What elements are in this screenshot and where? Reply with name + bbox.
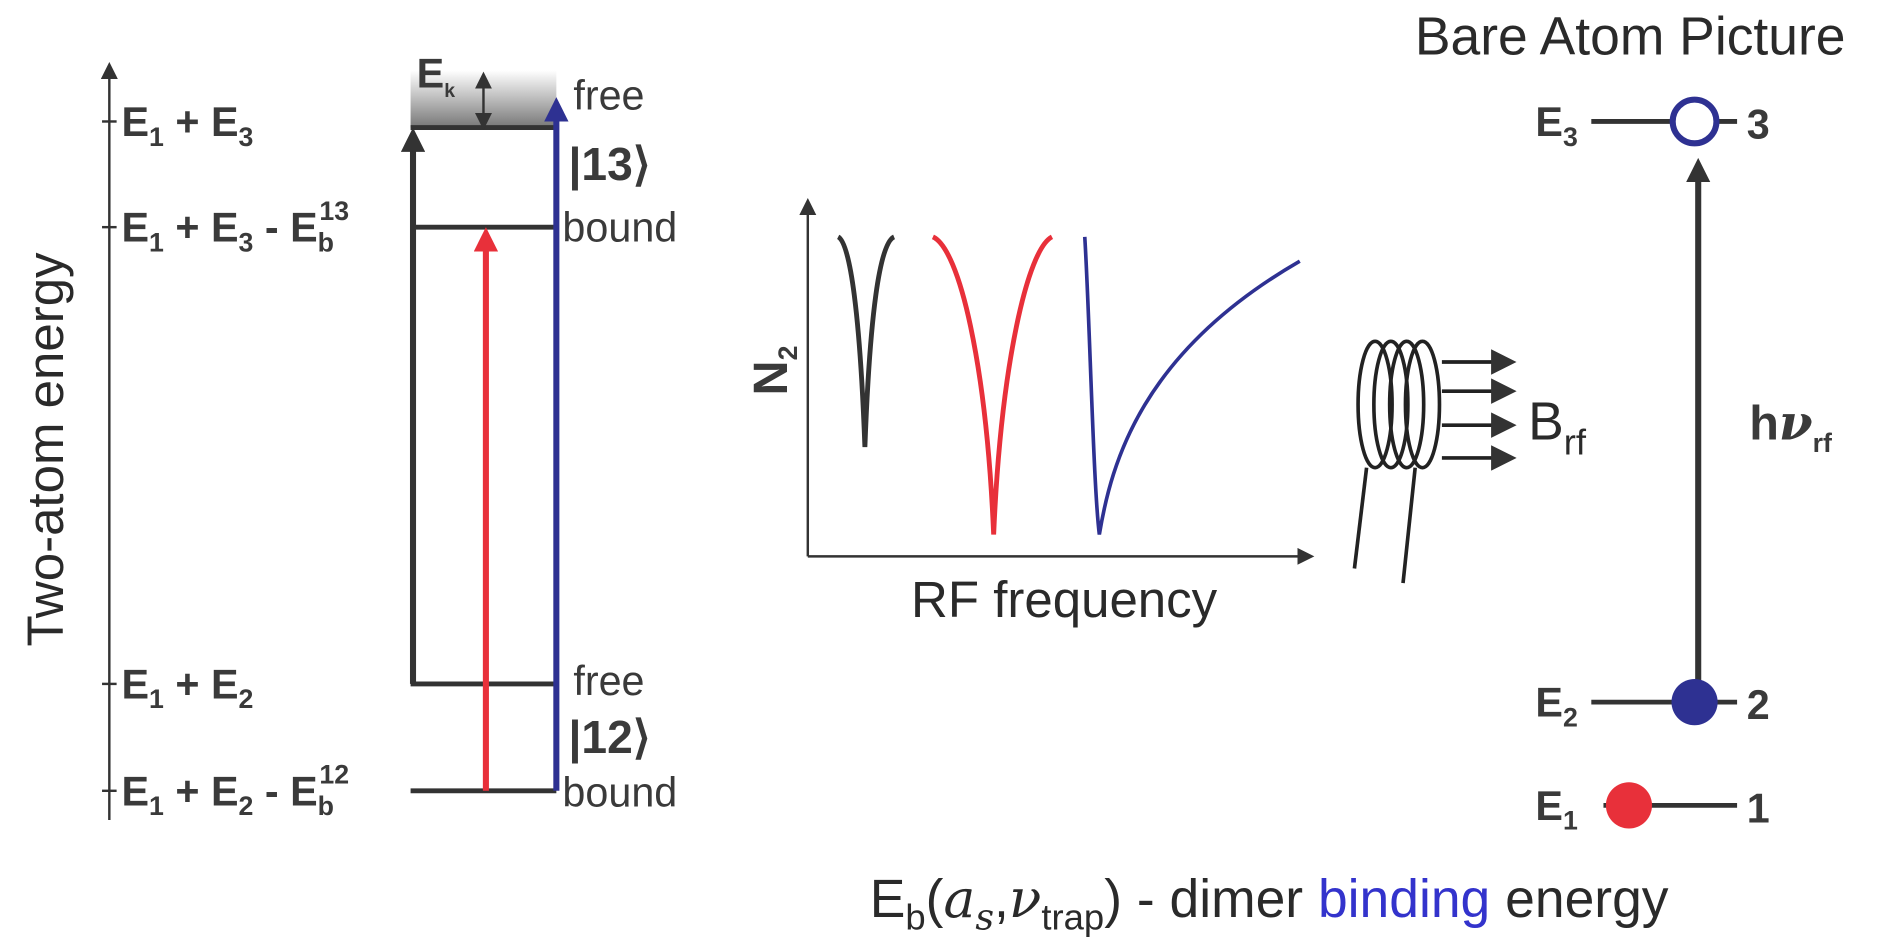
atom-level-label: E2	[1535, 680, 1577, 733]
axis-ticks	[102, 120, 117, 793]
text: E	[1535, 783, 1563, 829]
sub: 3	[239, 227, 254, 257]
sub: trap	[1041, 896, 1104, 937]
atom-level-label: E1	[1535, 783, 1578, 836]
atom-level-number: 2	[1747, 682, 1770, 728]
text: ,	[994, 870, 1009, 929]
y-label: N2	[744, 346, 803, 396]
bare-atom: Bare Atom Picture E3 3 E2 2 E1 1 hνrf	[1415, 8, 1846, 836]
dip-curve	[836, 234, 896, 448]
sub: 2	[239, 684, 254, 714]
var: a	[943, 867, 975, 930]
text: E	[1535, 99, 1563, 145]
occupied-state	[1671, 679, 1718, 726]
text: energy	[1490, 870, 1669, 929]
text: E	[121, 768, 149, 814]
sup: 12	[319, 760, 349, 790]
title: Bare Atom Picture	[1415, 8, 1846, 67]
sub: s	[975, 895, 994, 938]
field-arrows	[1441, 349, 1517, 471]
empty-state	[1669, 96, 1720, 147]
atom-level-number: 3	[1747, 101, 1770, 147]
atom-level-number: 1	[1747, 785, 1770, 831]
occupied-state	[1605, 782, 1653, 829]
text: h	[1749, 397, 1779, 451]
text: N	[744, 360, 798, 395]
text: E	[121, 661, 149, 707]
text: E	[417, 50, 445, 96]
state-label: free	[573, 72, 644, 118]
ket: |12⟩	[569, 711, 651, 763]
text: + E	[164, 661, 239, 707]
sub: 1	[149, 227, 164, 257]
highlight: binding	[1318, 870, 1490, 929]
text: (	[926, 870, 944, 929]
state-label: bound	[562, 205, 677, 251]
text: B	[1528, 393, 1564, 452]
sub: 1	[149, 122, 164, 152]
sub: 1	[1563, 806, 1578, 836]
text: - E	[253, 205, 317, 251]
left-diagram: Two-atom energy E1 + E3 E1 + E3 - Eb13 E…	[17, 50, 677, 821]
atom-level-label: E3	[1535, 99, 1577, 152]
sub: 2	[773, 346, 803, 361]
sub: 3	[1563, 122, 1578, 152]
nu: ν	[1779, 395, 1813, 452]
ek-label: Ek	[417, 50, 456, 102]
sub: 2	[239, 791, 254, 821]
level-label: E1 + E2	[121, 661, 253, 714]
sub: b	[318, 791, 334, 821]
sub: b	[905, 896, 925, 937]
axis-label: Two-atom energy	[17, 252, 74, 647]
x-label: RF frequency	[911, 571, 1218, 628]
sub: 3	[239, 122, 254, 152]
text: + E	[164, 768, 239, 814]
ket: |13⟩	[569, 138, 651, 190]
photon-label: hνrf	[1749, 395, 1832, 458]
level-label: E1 + E3	[121, 99, 253, 152]
text: E	[1535, 680, 1563, 726]
sub: 2	[1563, 702, 1578, 732]
var: ν	[1009, 867, 1041, 930]
text: + E	[164, 205, 239, 251]
sup: 13	[319, 196, 349, 226]
text: E	[870, 870, 906, 929]
spectrum: N2 RF frequency	[744, 198, 1315, 628]
sub: 1	[149, 791, 164, 821]
text: - E	[253, 768, 317, 814]
text: + E	[164, 99, 239, 145]
sub: b	[318, 227, 334, 257]
field-label: Brf	[1528, 393, 1587, 463]
coil	[1352, 339, 1442, 584]
state-label: bound	[562, 770, 677, 816]
dip-curve	[1082, 236, 1301, 535]
sub: k	[444, 80, 455, 102]
caption: Eb(as,νtrap) - dimer binding energy	[870, 867, 1669, 938]
sub: rf	[1564, 421, 1587, 462]
level-label: E1 + E3 - Eb13	[121, 196, 349, 258]
text: ) - dimer	[1104, 870, 1318, 929]
dip-curve	[931, 234, 1054, 535]
level-label: E1 + E2 - Eb12	[121, 760, 349, 822]
text: E	[121, 99, 149, 145]
sub: rf	[1813, 428, 1832, 458]
state-label: free	[573, 658, 644, 704]
text: E	[121, 205, 149, 251]
sub: 1	[149, 684, 164, 714]
